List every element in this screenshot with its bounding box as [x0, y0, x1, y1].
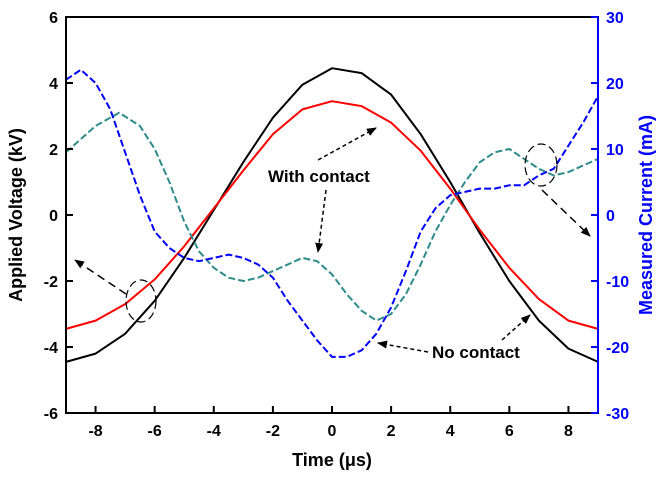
y-left-tick-label: -2: [44, 274, 58, 291]
annotation-with-contact: With contact: [268, 167, 370, 186]
y-left-tick-label: 0: [49, 208, 58, 225]
x-tick-label: 6: [505, 423, 514, 440]
y-right-tick-label: -10: [606, 274, 629, 291]
x-axis-title: Time (μs): [292, 450, 372, 470]
x-tick-label: -4: [207, 423, 221, 440]
x-tick-label: 4: [446, 423, 455, 440]
ellipse-left-marker: [125, 279, 157, 323]
series-line-2: [65, 100, 599, 330]
y-left-tick-label: 4: [49, 76, 58, 93]
arrow-no-contact-right: [501, 314, 531, 341]
arrow-left-axis: [74, 259, 127, 295]
series-layer: [65, 67, 599, 363]
y-right-axis-title: Measured Current (mA): [636, 115, 656, 315]
annotation-layer: With contact No contact: [74, 127, 591, 362]
series-line-3: [65, 111, 599, 322]
arrow-with-contact-down: [315, 189, 327, 253]
x-tick-label: -8: [88, 423, 102, 440]
arrow-no-contact-left: [377, 340, 429, 353]
y-right-tick-label: 20: [606, 76, 624, 93]
annotation-no-contact: No contact: [432, 343, 520, 362]
arrow-right-axis: [541, 189, 591, 237]
x-tick-label: -2: [266, 423, 280, 440]
y-right-tick-label: 10: [606, 142, 624, 159]
series-line-1: [65, 67, 599, 363]
y-left-tick-label: -4: [44, 340, 58, 357]
y-right-tick-label: 30: [606, 10, 624, 27]
y-right-tick-label: -20: [606, 340, 629, 357]
y-right-tick-label: 0: [606, 208, 615, 225]
y-left-tick-label: -6: [44, 406, 58, 423]
arrow-with-contact-up: [317, 127, 377, 161]
y-left-tick-label: 2: [49, 142, 58, 159]
series-line-4: [65, 68, 599, 358]
x-tick-label: 0: [328, 423, 337, 440]
x-tick-label: 2: [387, 423, 396, 440]
ellipse-right-marker: [524, 143, 558, 187]
y-left-axis-title: Applied Voltage (kV): [6, 128, 26, 302]
y-right-tick-label: -30: [606, 406, 629, 423]
y-left-tick-label: 6: [49, 10, 58, 27]
x-tick-label: 8: [564, 423, 573, 440]
x-tick-label: -6: [148, 423, 162, 440]
